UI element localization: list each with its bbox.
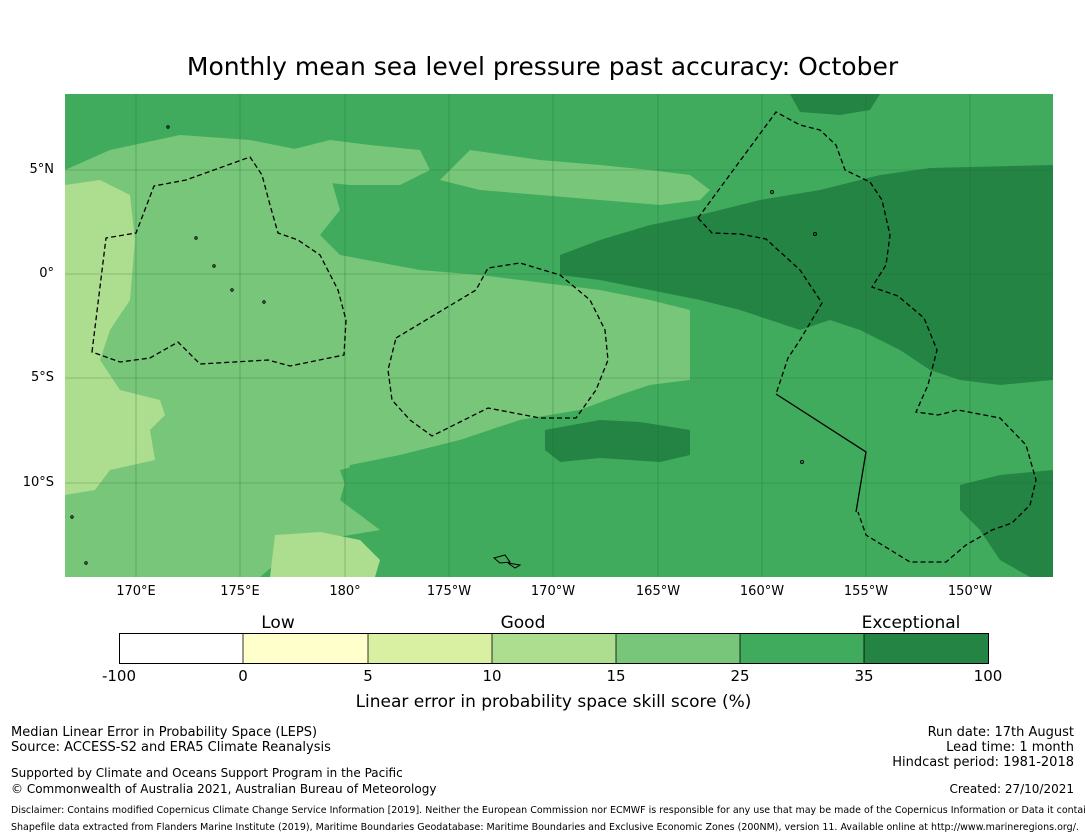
- region-east-dark: [560, 165, 1053, 385]
- eez-boundary-tuvalu: [91, 156, 347, 367]
- shapefile-credit: Shapefile data extracted from Flanders M…: [11, 822, 1079, 833]
- lat-label: 0°: [39, 266, 54, 281]
- footer-support: Supported by Climate and Oceans Support …: [11, 766, 403, 780]
- eez-boundary-phoenix-top: [697, 217, 823, 395]
- island: [492, 554, 511, 564]
- region-west-pale: [65, 180, 165, 495]
- lat-label: 5°S: [30, 370, 54, 385]
- island: [800, 460, 804, 464]
- island: [262, 300, 266, 304]
- lat-label: 10°S: [22, 475, 54, 490]
- hindcast-period: Hindcast period: 1981-2018: [892, 755, 1074, 770]
- colorbar-segment: [243, 633, 368, 664]
- island: [194, 236, 198, 240]
- colorbar-tick: 100: [973, 667, 1003, 685]
- colorbar-segment: [740, 633, 864, 664]
- footer-method: Median Linear Error in Probability Space…: [11, 725, 318, 740]
- created-date: Created: 27/10/2021: [949, 782, 1074, 796]
- lon-label: 180°: [329, 584, 361, 599]
- island: [212, 264, 216, 268]
- lon-label: 170°W: [530, 584, 576, 599]
- islands: [70, 125, 817, 569]
- island: [770, 190, 774, 194]
- region-south-dark: [545, 420, 690, 462]
- region-northeast-dark: [790, 94, 880, 115]
- category-label-exceptional: Exceptional: [861, 613, 961, 633]
- region-north-light: [290, 140, 430, 185]
- eez-boundary-tokelau: [387, 262, 609, 437]
- lon-label: 165°W: [635, 584, 681, 599]
- run-date: Run date: 17th August: [927, 725, 1074, 740]
- colorbar-segment: [368, 633, 492, 664]
- lon-label: 175°E: [220, 584, 260, 599]
- region-south-pale: [270, 532, 380, 577]
- lead-time: Lead time: 1 month: [946, 740, 1074, 755]
- category-label-low: Low: [261, 613, 295, 633]
- eez-boundary-line-islands: [697, 111, 1037, 563]
- lon-label: 170°E: [116, 584, 156, 599]
- skill-map: [65, 94, 1053, 577]
- colorbar-frame: [119, 633, 989, 664]
- category-label-good: Good: [500, 613, 546, 633]
- colorbar-segment: [492, 633, 616, 664]
- lon-label: 160°W: [739, 584, 785, 599]
- colorbar-tick: 10: [482, 667, 502, 685]
- map-title: Monthly mean sea level pressure past acc…: [186, 52, 899, 81]
- island: [84, 561, 88, 565]
- colorbar-tick: 35: [854, 667, 874, 685]
- gridlines: [65, 94, 1053, 577]
- island: [166, 125, 170, 129]
- colorbar: [119, 633, 989, 664]
- colorbar-segment: [864, 633, 988, 664]
- colorbar-segment: [616, 633, 740, 664]
- disclaimer: Disclaimer: Contains modified Copernicus…: [11, 805, 1085, 816]
- lon-label: 155°W: [843, 584, 889, 599]
- region-southwest-dark-edge: [340, 380, 700, 535]
- lon-label: 175°W: [426, 584, 472, 599]
- lat-label: 5°N: [29, 162, 55, 177]
- island: [507, 562, 522, 569]
- eez-boundary-solid: [775, 393, 867, 513]
- island: [813, 232, 817, 236]
- colorbar-segment: [119, 633, 243, 664]
- lon-label: 150°W: [947, 584, 993, 599]
- colorbar-label: Linear error in probability space skill …: [355, 692, 752, 712]
- region-southeast-dark: [960, 470, 1053, 577]
- eez-boundaries: [91, 111, 1037, 563]
- island: [230, 288, 234, 292]
- colorbar-tick: 25: [730, 667, 750, 685]
- region-mid-light: [440, 150, 710, 205]
- colorbar-tick: -100: [101, 667, 137, 685]
- colorbar-tick: 5: [363, 667, 373, 685]
- island: [70, 515, 74, 519]
- region-west-light: [65, 135, 690, 577]
- footer-source: Source: ACCESS-S2 and ERA5 Climate Reana…: [11, 740, 331, 755]
- skill-field: [65, 94, 1053, 577]
- footer-copyright: © Commonwealth of Australia 2021, Austra…: [11, 782, 437, 796]
- colorbar-tick: 0: [238, 667, 248, 685]
- colorbar-tick: 15: [606, 667, 626, 685]
